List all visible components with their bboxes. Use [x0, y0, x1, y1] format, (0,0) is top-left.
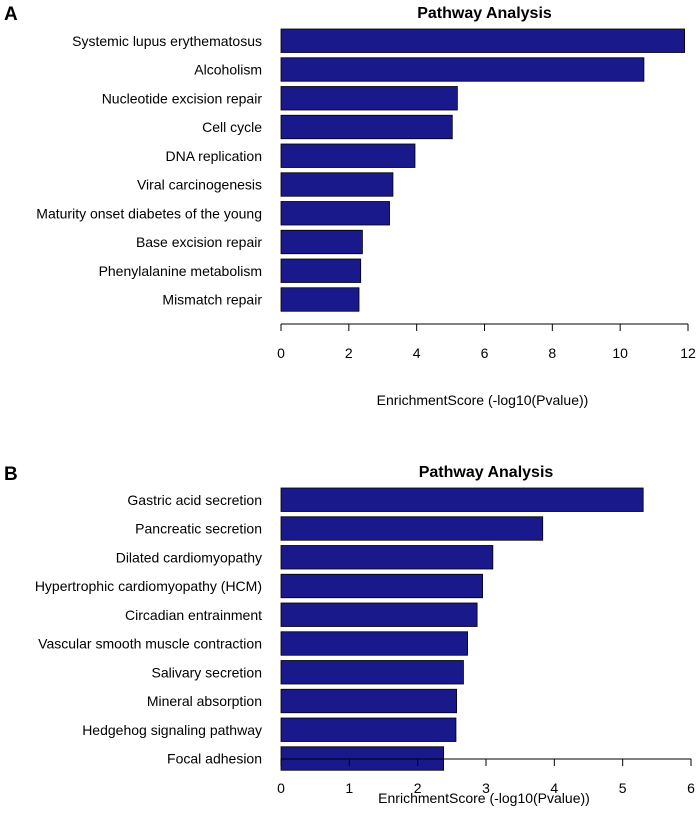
- category-label-b-6: Vascular smooth muscle contraction: [38, 636, 262, 652]
- category-label-b-4: Hypertrophic cardiomyopathy (HCM): [35, 578, 262, 594]
- category-label-b-10: Focal adhesion: [167, 751, 262, 767]
- category-label-b-3: Dilated cardiomyopathy: [116, 549, 262, 565]
- category-label-a-10: Mismatch repair: [162, 292, 262, 308]
- bar-a-2: [280, 57, 645, 82]
- x-tick-label-b-1: 1: [345, 780, 353, 796]
- x-tick-label-b-2: 2: [414, 780, 422, 796]
- x-tick-label-a-4: 8: [548, 345, 556, 361]
- chart-title-a: Pathway Analysis: [417, 5, 552, 22]
- category-label-a-6: Viral carcinogenesis: [137, 177, 262, 193]
- category-label-a-7: Maturity onset diabetes of the young: [36, 205, 262, 221]
- x-tick-label-b-6: 6: [687, 780, 695, 796]
- x-tick-label-b-5: 5: [619, 780, 627, 796]
- category-label-b-5: Circadian entrainment: [125, 607, 262, 623]
- category-label-b-8: Mineral absorption: [147, 693, 262, 709]
- x-tick-label-b-4: 4: [550, 780, 558, 796]
- bar-a-8: [280, 229, 363, 255]
- bar-b-2: [280, 516, 544, 541]
- panel-a: A Pathway Analysis Systemic lupus erythem…: [4, 4, 696, 408]
- category-label-a-2: Alcoholism: [194, 62, 262, 78]
- bar-a-5: [280, 143, 416, 168]
- panel-label-a: A: [4, 4, 18, 25]
- x-tick-label-a-0: 0: [277, 345, 285, 361]
- bar-b-4: [280, 573, 483, 599]
- bar-b-1: [280, 487, 644, 512]
- chart-title-b: Pathway Analysis: [419, 464, 554, 481]
- category-label-b-2: Pancreatic secretion: [135, 521, 262, 537]
- category-label-b-1: Gastric acid secretion: [127, 492, 262, 508]
- bar-a-10: [280, 287, 360, 312]
- bar-a-7: [280, 201, 390, 226]
- bar-b-6: [280, 631, 468, 656]
- x-axis-label-b: EnrichmentScore (-log10(Pvalue)): [378, 790, 590, 806]
- bar-a-3: [280, 86, 458, 111]
- x-tick-label-a-6: 12: [680, 345, 696, 361]
- category-label-a-8: Base excision repair: [136, 234, 262, 250]
- bar-b-3: [280, 545, 494, 570]
- x-tick-label-a-1: 2: [345, 345, 353, 361]
- x-axis-label-a: EnrichmentScore (-log10(Pvalue)): [377, 392, 589, 408]
- x-tick-label-a-3: 6: [481, 345, 489, 361]
- bar-a-4: [280, 114, 453, 140]
- bar-b-8: [280, 688, 458, 714]
- category-label-a-9: Phenylalanine metabolism: [99, 263, 262, 279]
- category-label-b-7: Salivary secretion: [152, 664, 263, 680]
- category-label-a-4: Cell cycle: [202, 119, 262, 135]
- category-label-a-5: DNA replication: [166, 148, 263, 164]
- x-tick-label-b-0: 0: [277, 780, 285, 796]
- panel-label-b: B: [4, 464, 18, 485]
- x-tick-label-b-3: 3: [482, 780, 490, 796]
- bar-a-6: [280, 172, 394, 197]
- x-tick-label-a-5: 10: [612, 345, 628, 361]
- bar-b-5: [280, 602, 478, 627]
- bar-b-7: [280, 660, 464, 685]
- x-tick-label-a-2: 4: [413, 345, 421, 361]
- category-label-a-1: Systemic lupus erythematosus: [72, 33, 262, 49]
- category-label-b-9: Hedgehog signaling pathway: [82, 722, 262, 738]
- bar-a-9: [280, 258, 362, 283]
- panel-b: B Pathway Analysis Gastric acid secretion…: [4, 464, 695, 806]
- bar-a-1: [280, 28, 686, 53]
- category-label-a-3: Nucleotide excision repair: [102, 90, 263, 106]
- bar-b-9: [280, 717, 457, 742]
